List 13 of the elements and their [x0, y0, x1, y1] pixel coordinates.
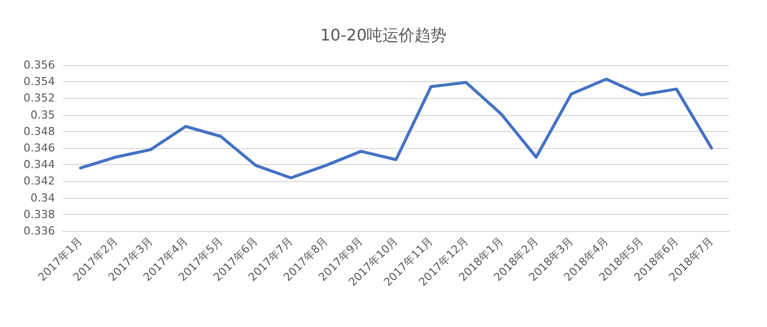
line-series: [79, 78, 713, 180]
y-tick-label: 0.348: [24, 124, 55, 138]
y-tick-label: 0.338: [24, 208, 55, 221]
y-tick-label: 0.354: [24, 75, 55, 88]
y-tick-label: 0.35: [30, 108, 55, 122]
y-tick-label: 0.34: [30, 191, 55, 204]
y-tick-label: 0.352: [24, 92, 55, 105]
chart-title: 10-20吨运价趋势: [320, 26, 447, 44]
y-tick-label: 0.336: [24, 224, 55, 238]
y-tick-label: 0.346: [24, 142, 55, 154]
y-tick-label: 0.344: [24, 158, 55, 172]
y-tick-label: 0.342: [24, 174, 55, 188]
y-tick-label: 0.356: [24, 58, 55, 72]
